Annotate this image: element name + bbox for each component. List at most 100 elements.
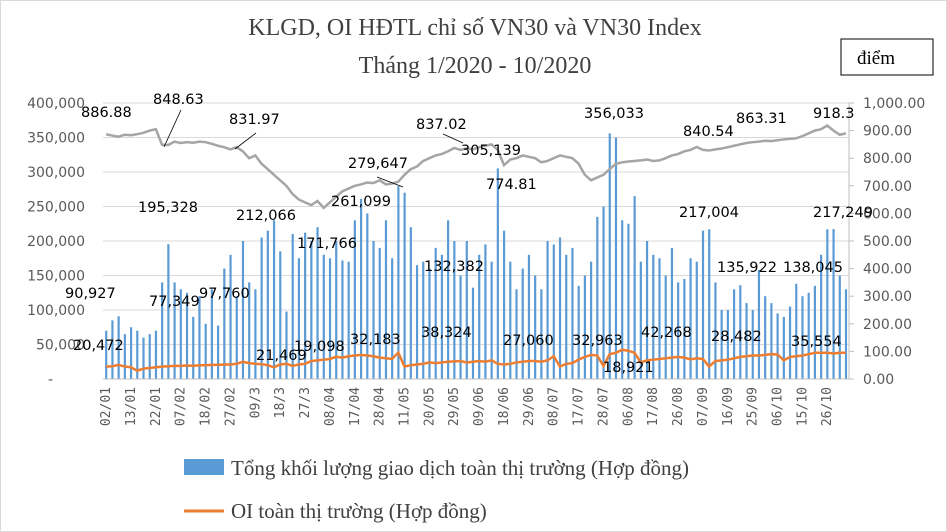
- right-tick-label: 700.00: [863, 179, 912, 195]
- x-tick-label: 28/04: [373, 387, 388, 426]
- volume-bar: [590, 261, 593, 379]
- right-tick-label: 800.00: [863, 151, 912, 167]
- volume-bar: [235, 296, 238, 379]
- left-tick-label: 250,000: [27, 200, 85, 216]
- x-tick-label: 18/3: [273, 387, 288, 418]
- right-tick-label: 600.00: [863, 206, 912, 222]
- volume-bar: [366, 213, 369, 379]
- volume-bar: [279, 251, 282, 379]
- volume-bar: [732, 289, 736, 379]
- volume-bar: [683, 278, 686, 379]
- volume-bar: [378, 247, 381, 379]
- volume-bar: [422, 261, 425, 379]
- annotations: 886.88 848.63 831.97 212,066 279,647 261,099 8…: [65, 92, 873, 376]
- volume-bar: [316, 227, 319, 379]
- x-tick-label: 06/10: [771, 387, 786, 426]
- data-label: 138,045: [783, 260, 843, 276]
- volume-bar: [223, 268, 226, 379]
- data-label: 279,647: [348, 156, 408, 172]
- volume-bar: [129, 327, 133, 379]
- volume-bar: [558, 237, 562, 379]
- data-label: 217,004: [679, 205, 739, 221]
- unit-box: [840, 38, 934, 76]
- x-tick-label: 28/07: [596, 387, 611, 426]
- x-tick-label: 27/02: [223, 387, 238, 426]
- x-tick-label: 26/10: [820, 387, 835, 426]
- volume-bar: [192, 316, 195, 379]
- volume-bar: [285, 311, 288, 379]
- volume-bar: [304, 232, 307, 379]
- volume-bar: [496, 168, 499, 379]
- volume-bar: [465, 241, 468, 379]
- volume-bar: [397, 186, 400, 379]
- volume-bar: [484, 244, 487, 379]
- volume-bar: [826, 229, 829, 379]
- volume-bar: [801, 296, 804, 379]
- volume-bar: [695, 261, 698, 379]
- x-tick-label: 09/3: [248, 387, 263, 418]
- volume-bar: [403, 192, 406, 379]
- data-label: 42,268: [641, 325, 692, 341]
- volume-bar: [658, 258, 661, 379]
- volume-bar: [391, 258, 394, 379]
- volume-bar: [297, 258, 301, 379]
- data-label: 886.88: [81, 105, 132, 121]
- volume-bar: [142, 337, 145, 379]
- x-tick-label: 17/04: [348, 387, 363, 426]
- volume-bar: [440, 254, 444, 379]
- x-tick-label: 09/06: [472, 387, 487, 426]
- volume-bar: [608, 133, 611, 379]
- volume-bar: [645, 241, 649, 379]
- series-lines: [105, 124, 847, 373]
- left-tick-label: 150,000: [27, 269, 85, 285]
- x-tick-label: 18/06: [497, 387, 512, 426]
- volume-bars: [105, 133, 848, 379]
- volume-bar: [739, 285, 742, 379]
- volume-bar: [521, 268, 524, 379]
- left-tick-label: 100,000: [27, 303, 85, 319]
- volume-bar: [415, 265, 419, 379]
- vn30-index-line: [105, 124, 847, 210]
- volume-bar: [689, 258, 692, 379]
- volume-bar: [764, 296, 767, 379]
- oi-line: [106, 348, 846, 373]
- data-label: 19,098: [294, 339, 345, 355]
- volume-bar: [217, 325, 220, 379]
- data-label: 97,760: [199, 286, 250, 302]
- x-tick-label: 02/01: [99, 387, 114, 426]
- right-tick-label: 400.00: [863, 262, 912, 278]
- volume-bar: [490, 261, 493, 379]
- x-tick-label: 07/09: [696, 387, 711, 426]
- volume-bar: [434, 247, 437, 379]
- volume-bar: [583, 275, 586, 379]
- x-tick-label: 17/08: [646, 387, 661, 426]
- legend: Tổng khối lượng giao dịch toàn thị trườn…: [184, 456, 689, 523]
- right-tick-label: 300.00: [863, 289, 912, 305]
- volume-bar: [757, 269, 761, 379]
- volume-bar: [820, 254, 823, 379]
- volume-bar: [621, 220, 624, 379]
- data-label: 848.63: [153, 92, 204, 108]
- x-tick-label: 29/05: [447, 387, 462, 426]
- data-label: 305,139: [461, 143, 521, 159]
- volume-bar: [838, 275, 841, 379]
- volume-bar: [788, 306, 792, 379]
- volume-bar: [260, 237, 263, 379]
- data-label: 195,328: [138, 200, 198, 216]
- volume-bar: [527, 254, 531, 379]
- volume-bar: [359, 198, 363, 379]
- volume-bar: [136, 330, 139, 379]
- x-tick-label: 17/07: [572, 387, 587, 426]
- volume-bar: [534, 275, 537, 379]
- volume-bar: [372, 241, 375, 379]
- gridlines: [103, 102, 849, 345]
- volume-bar: [229, 254, 232, 379]
- data-label: 135,922: [717, 260, 777, 276]
- volume-bar: [509, 261, 512, 379]
- volume-bar: [111, 320, 114, 379]
- volume-bar: [776, 313, 779, 379]
- data-label: 840.54: [683, 124, 734, 140]
- volume-bar: [795, 283, 798, 379]
- volume-bar: [677, 282, 680, 379]
- volume-bar: [540, 289, 543, 379]
